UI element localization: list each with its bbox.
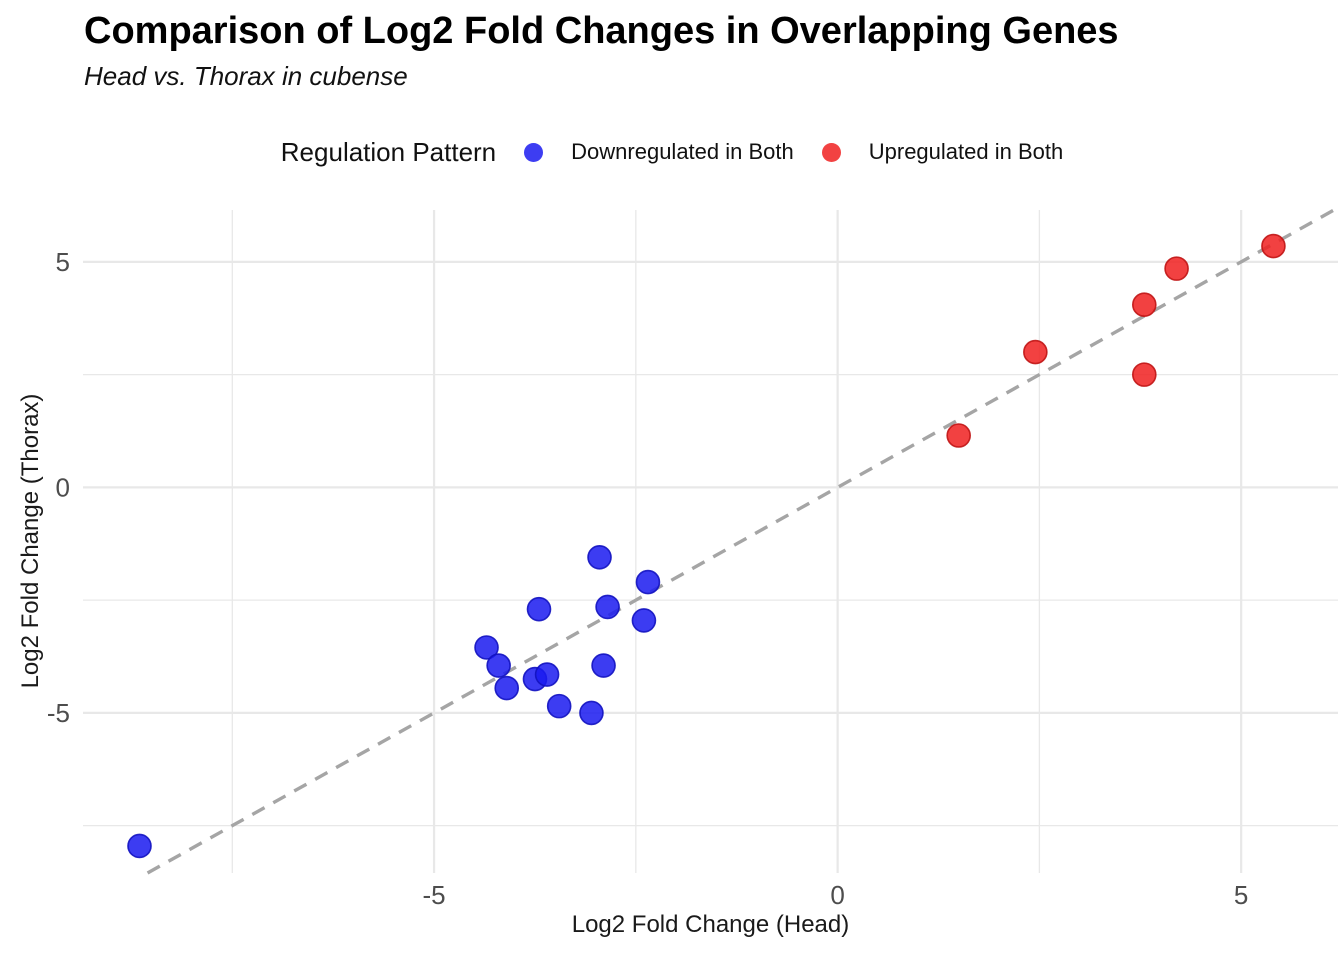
y-tick-label: -5 (47, 698, 70, 728)
data-point-downregulated (579, 700, 604, 726)
legend-label-downregulated: Downregulated in Both (571, 139, 794, 164)
x-tick-label: 5 (1234, 880, 1248, 910)
data-point-downregulated (486, 653, 511, 678)
y-tick-label: 5 (56, 247, 70, 277)
legend-title: Regulation Pattern (280, 136, 497, 167)
data-point-upregulated (1132, 292, 1157, 318)
legend-dot-downregulated-icon (524, 142, 544, 162)
x-tick-label: -5 (423, 880, 446, 910)
y-axis-title: Log2 Fold Change (Thorax) (17, 393, 44, 689)
x-tick-label: 0 (830, 880, 844, 910)
legend-label-upregulated: Upregulated in Both (868, 139, 1064, 164)
x-axis-title: Log2 Fold Change (Head) (571, 911, 850, 938)
legend-item-downregulated: Downregulated in Both (524, 139, 794, 165)
data-point-downregulated (534, 662, 560, 687)
data-point-downregulated (494, 675, 520, 701)
legend-item-upregulated: Upregulated in Both (821, 139, 1064, 165)
data-point-downregulated (631, 608, 657, 633)
legend-dot-upregulated-icon (821, 142, 841, 162)
chart-subtitle: Head vs. Thorax in cubense (84, 61, 408, 91)
y-tick-label: 0 (56, 472, 70, 502)
data-point-upregulated (1164, 256, 1189, 281)
data-point-upregulated (1132, 362, 1157, 387)
data-point-downregulated (635, 569, 661, 595)
data-point-downregulated (546, 693, 572, 719)
data-point-upregulated (946, 423, 971, 448)
data-point-downregulated (591, 653, 616, 678)
data-point-downregulated (595, 594, 620, 620)
data-point-downregulated (474, 635, 499, 660)
data-point-upregulated (1261, 233, 1286, 259)
identity-reference-line (146, 208, 1335, 875)
legend: Regulation Pattern Downregulated in Both… (0, 133, 1344, 171)
data-point-upregulated (1023, 339, 1048, 365)
data-point-downregulated (587, 544, 612, 570)
data-point-downregulated (526, 596, 552, 622)
data-point-downregulated (127, 833, 152, 859)
chart-title: Comparison of Log2 Fold Changes in Overl… (84, 10, 1119, 52)
